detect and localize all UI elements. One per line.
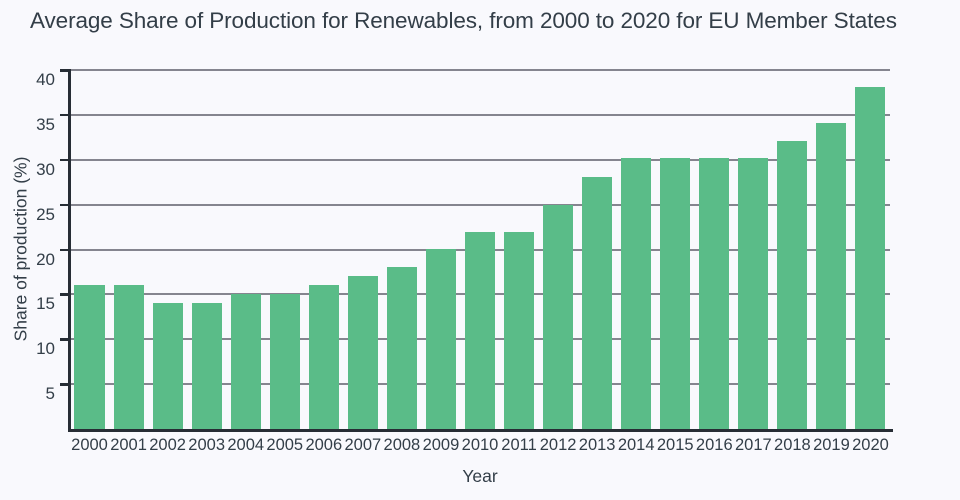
bar-cell xyxy=(148,70,187,429)
bar-cell xyxy=(265,70,304,429)
bar-cell xyxy=(343,70,382,429)
x-tick-label: 2013 xyxy=(578,436,616,454)
bar-cell xyxy=(304,70,343,429)
y-tick-label: 25 xyxy=(36,204,55,224)
bar-2002[interactable] xyxy=(152,303,183,429)
y-tick-label: 10 xyxy=(36,339,55,359)
bar-cell xyxy=(851,70,890,429)
bar-cell xyxy=(382,70,421,429)
bar-cell xyxy=(617,70,656,429)
x-tick-label: 2020 xyxy=(852,436,889,454)
x-tick-label: 2016 xyxy=(695,436,733,454)
chart-title: Average Share of Production for Renewabl… xyxy=(30,8,897,33)
bar-cell xyxy=(812,70,851,429)
bar-cell xyxy=(70,70,109,429)
x-tick-label: 2015 xyxy=(656,436,694,454)
bar-cell xyxy=(578,70,617,429)
bar-cell xyxy=(500,70,539,429)
bar-2000[interactable] xyxy=(74,284,105,429)
y-tick-mark xyxy=(60,338,71,341)
x-tick-label: 2004 xyxy=(227,436,265,454)
x-tick-label: 2010 xyxy=(461,436,499,454)
x-tick-label: 2017 xyxy=(734,436,772,454)
y-tick-mark xyxy=(60,113,71,117)
bars-layer xyxy=(70,70,890,429)
bar-2008[interactable] xyxy=(386,267,417,429)
x-tick-label: 2008 xyxy=(383,436,421,454)
bar-2010[interactable] xyxy=(464,231,496,429)
y-tick-mark xyxy=(60,248,71,251)
y-tick-label: 15 xyxy=(36,294,55,314)
x-tick-label: 2000 xyxy=(71,436,108,454)
x-tick-label: 2011 xyxy=(501,436,537,454)
x-tick-label: 2012 xyxy=(539,436,577,454)
bar-cell xyxy=(460,70,499,429)
bar-cell xyxy=(773,70,812,429)
bar-2009[interactable] xyxy=(425,248,456,429)
bar-cell xyxy=(539,70,578,429)
y-tick-mark xyxy=(60,383,71,386)
gridline xyxy=(70,113,890,116)
bar-2013[interactable] xyxy=(582,176,613,429)
x-tick-label: 2009 xyxy=(422,436,460,454)
x-tick-label: 2005 xyxy=(266,436,304,454)
x-tick-label: 2006 xyxy=(305,436,343,454)
y-tick-mark xyxy=(60,69,71,72)
gridline xyxy=(70,203,890,206)
bar-cell xyxy=(187,70,226,429)
bar-cell xyxy=(656,70,695,429)
bar-2017[interactable] xyxy=(738,157,769,429)
y-tick-mark xyxy=(60,293,71,296)
bar-2019[interactable] xyxy=(816,122,847,429)
gridline xyxy=(70,158,890,161)
y-tick-mark xyxy=(60,158,71,162)
bar-cell xyxy=(226,70,265,429)
x-tick-label: 2001 xyxy=(110,436,147,454)
x-tick-label: 2003 xyxy=(188,436,226,454)
x-tick-label: 2018 xyxy=(774,436,811,454)
bar-cell xyxy=(695,70,734,429)
bar-2012[interactable] xyxy=(543,204,574,429)
x-tick-label: 2002 xyxy=(149,436,186,454)
x-tick-label: 2007 xyxy=(344,436,382,454)
y-tick-label: 5 xyxy=(45,384,55,404)
bar-2005[interactable] xyxy=(269,294,300,429)
x-axis-line xyxy=(68,429,893,432)
bar-cell xyxy=(109,70,148,429)
y-tick-label: 20 xyxy=(36,249,55,269)
bar-cell xyxy=(734,70,773,429)
bar-2007[interactable] xyxy=(347,275,378,429)
bar-2020[interactable] xyxy=(855,87,886,429)
gridline xyxy=(70,69,890,71)
bar-2004[interactable] xyxy=(230,294,261,429)
bar-2014[interactable] xyxy=(621,157,652,429)
y-tick-label: 40 xyxy=(36,70,55,89)
plot-area xyxy=(68,69,893,432)
x-tick-label: 2014 xyxy=(617,436,655,454)
bar-2003[interactable] xyxy=(191,303,222,429)
x-axis-title: Year xyxy=(462,466,498,486)
bar-2006[interactable] xyxy=(308,284,339,429)
y-axis-line xyxy=(68,70,71,432)
y-tick-label: 35 xyxy=(36,114,55,134)
x-tick-label: 2019 xyxy=(813,436,850,454)
bar-2011[interactable] xyxy=(504,231,535,429)
bar-2016[interactable] xyxy=(699,157,730,429)
y-tick-label: 30 xyxy=(36,159,55,179)
bar-2015[interactable] xyxy=(660,157,691,429)
bar-2001[interactable] xyxy=(113,284,144,429)
y-tick-mark xyxy=(60,203,71,207)
bar-2018[interactable] xyxy=(777,140,808,429)
bar-cell xyxy=(421,70,460,429)
